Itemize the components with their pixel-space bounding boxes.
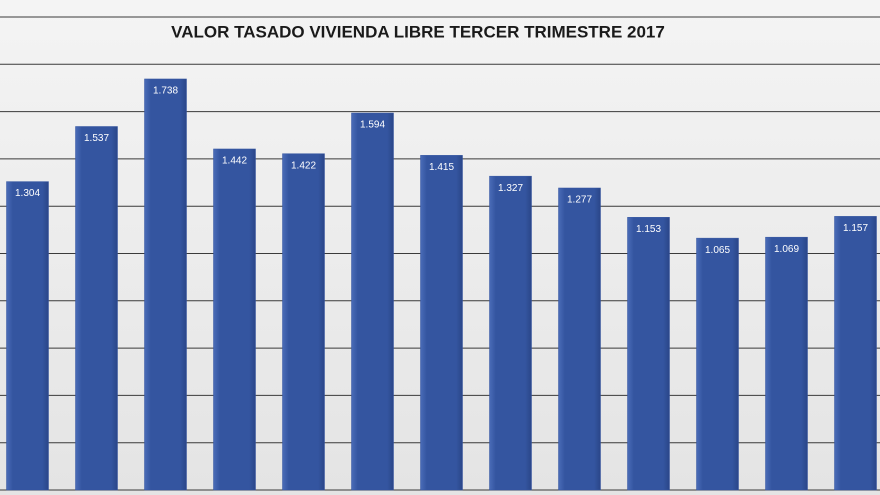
bar: [213, 148, 256, 491]
bar: [75, 126, 118, 491]
bar: [420, 155, 463, 491]
bar: [834, 216, 877, 491]
chart-title: VALOR TASADO VIVIENDA LIBRE TERCER TRIME…: [171, 22, 665, 41]
value-label: 1.327: [498, 183, 523, 194]
bar: [489, 175, 532, 491]
bar: [696, 237, 739, 491]
value-label: 1.442: [222, 156, 247, 167]
bar: [282, 153, 325, 491]
bar: [765, 236, 808, 491]
value-label: 1.422: [291, 160, 316, 171]
bar: [351, 112, 394, 491]
value-label: 1.738: [153, 86, 178, 97]
bar: [144, 78, 187, 491]
value-label: 1.153: [636, 224, 661, 235]
value-label: 1.157: [843, 223, 868, 234]
value-label: 1.304: [15, 188, 40, 199]
bar: [558, 187, 601, 491]
value-label: 1.594: [360, 120, 385, 131]
value-label: 1.415: [429, 162, 454, 173]
value-label: 1.277: [567, 195, 592, 206]
value-label: 1.069: [774, 244, 799, 255]
value-label: 1.065: [705, 245, 730, 256]
value-label: 1.537: [84, 133, 109, 144]
bar: [627, 217, 670, 491]
bar: [6, 181, 49, 491]
